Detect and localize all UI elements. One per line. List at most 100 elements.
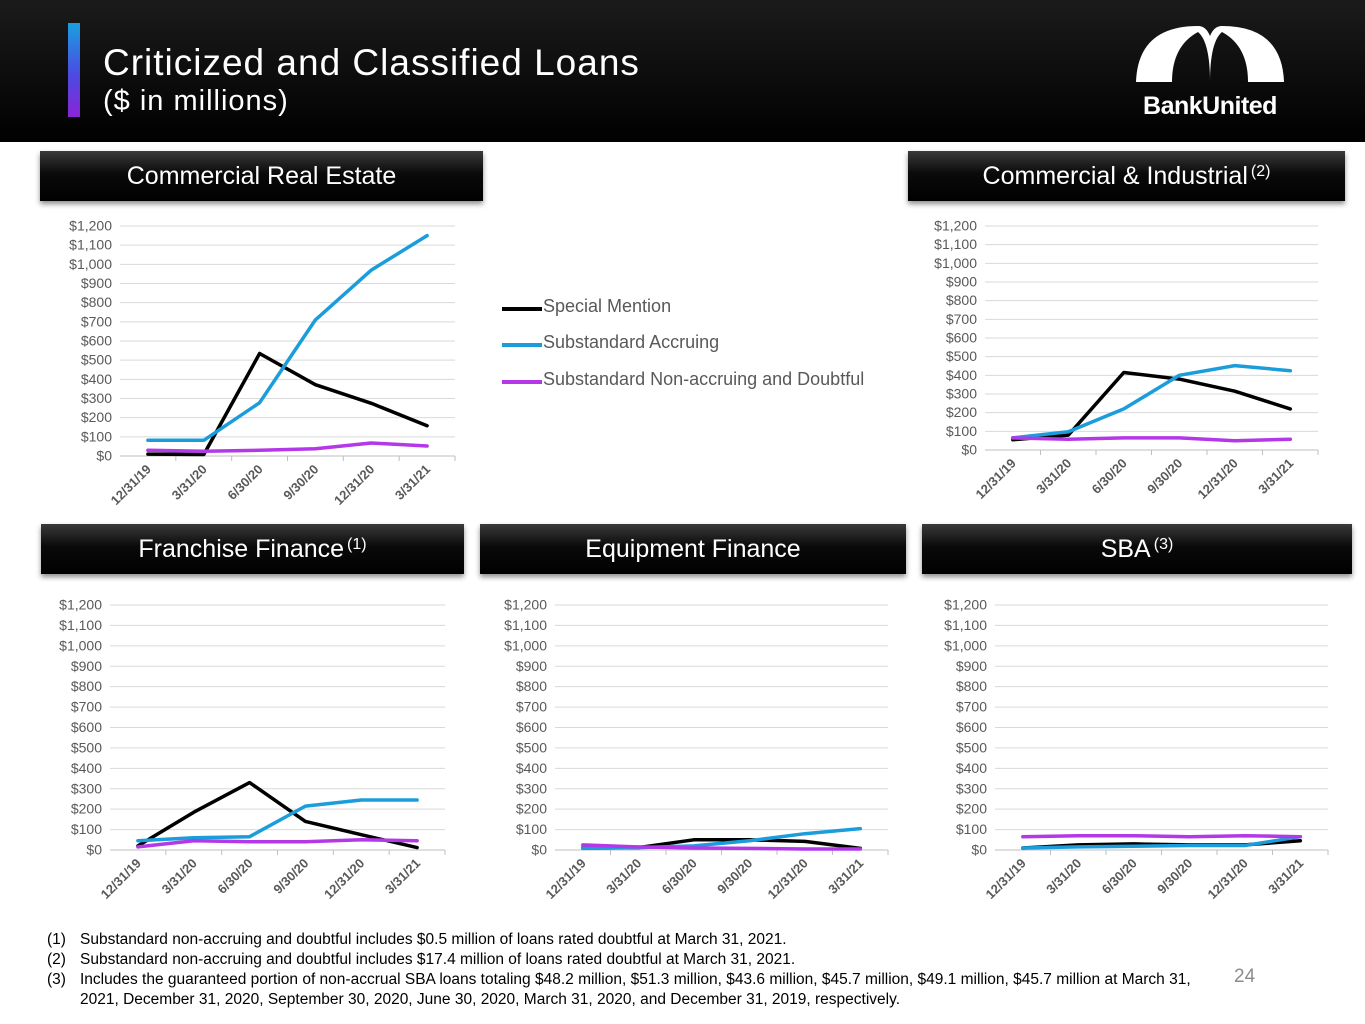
legend-label: Substandard Accruing (543, 332, 720, 352)
footnote-number: (3) (47, 971, 66, 988)
series-line-substandard-non-accruing-and-doubtful (581, 843, 863, 851)
y-tick-label: $800 (946, 292, 977, 308)
y-tick-label: $500 (81, 352, 112, 368)
chart-title-sba: SBA (1100, 534, 1151, 563)
y-tick-label: $200 (956, 801, 987, 817)
y-tick-label: $900 (946, 274, 977, 290)
y-tick-label: $1,200 (59, 597, 102, 613)
y-tick-label: $600 (946, 330, 977, 346)
y-tick-label: $900 (516, 658, 547, 674)
y-tick-label: $0 (86, 842, 102, 858)
y-tick-label: $900 (81, 275, 112, 291)
y-tick-label: $1,100 (69, 237, 112, 253)
x-tick-label: 3/31/21 (825, 856, 866, 897)
y-tick-label: $300 (81, 390, 112, 406)
y-tick-label: $100 (71, 821, 102, 837)
y-tick-label: $200 (81, 409, 112, 425)
x-tick-label: 12/31/20 (1204, 856, 1250, 902)
y-tick-label: $900 (956, 658, 987, 674)
title-accent-bar (68, 23, 80, 117)
x-tick-label: 12/31/19 (108, 462, 154, 508)
y-tick-label: $0 (96, 448, 112, 464)
y-tick-label: $400 (956, 760, 987, 776)
x-tick-label: 3/31/21 (1255, 456, 1296, 497)
y-tick-label: $1,100 (944, 617, 987, 633)
series-line-substandard-accruing (1021, 834, 1303, 850)
chart-equipment-finance: $0 $100 $200 $300 $400 $500 $600 $700 $800 $900 $1… (504, 597, 889, 902)
chart-title-ff: Franchise Finance (138, 534, 345, 563)
x-tick-label: 12/31/19 (98, 856, 144, 902)
legend-label: Substandard Non-accruing and Doubtful (543, 369, 865, 389)
y-tick-label: $1,000 (59, 637, 102, 653)
legend-item-substandard-non-accruing: Substandard Non-accruing and Doubtful (500, 369, 920, 393)
y-tick-label: $600 (71, 719, 102, 735)
y-tick-label: $700 (956, 699, 987, 715)
x-tick-label: 3/31/20 (169, 462, 210, 503)
x-tick-label: 12/31/20 (1194, 456, 1240, 502)
y-tick-label: $300 (946, 386, 977, 402)
footnote: (1) Substandard non-accruing and doubtfu… (47, 930, 1197, 950)
x-tick-label: 3/31/20 (603, 856, 644, 897)
y-tick-label: $500 (956, 739, 987, 755)
logo-text: BankUnited (1143, 92, 1277, 120)
y-tick-label: $500 (71, 739, 102, 755)
y-tick-label: $1,000 (69, 256, 112, 272)
y-tick-label: $400 (516, 760, 547, 776)
x-tick-label: 12/31/20 (331, 462, 377, 508)
y-tick-label: $800 (516, 678, 547, 694)
footnote-number: (2) (47, 951, 66, 968)
y-tick-label: $200 (516, 801, 547, 817)
x-tick-label: 12/31/20 (321, 856, 367, 902)
x-tick-label: 3/31/21 (382, 856, 423, 897)
x-tick-label: 9/30/20 (270, 856, 311, 897)
x-tick-label: 12/31/19 (982, 856, 1028, 902)
series-line-substandard-non-accruing-and-doubtful (136, 838, 419, 849)
tab-commercial-industrial: Commercial & Industrial (2) (908, 151, 1345, 201)
chart-title-ff-sup: (1) (347, 536, 367, 553)
x-tick-label: 6/30/20 (659, 856, 700, 897)
y-tick-label: $1,200 (934, 218, 977, 234)
chart-title-cre: Commercial Real Estate (126, 161, 397, 190)
x-tick-label: 9/30/20 (1144, 456, 1185, 497)
legend-item-substandard-accruing: Substandard Accruing (500, 332, 920, 356)
y-tick-label: $400 (81, 371, 112, 387)
y-tick-label: $1,000 (944, 637, 987, 653)
x-tick-label: 3/31/20 (1033, 456, 1074, 497)
bankunited-logo-icon (1136, 26, 1284, 82)
chart-franchise-finance: $0 $100 $200 $300 $400 $500 $600 $700 $800 $900 $1… (59, 597, 446, 902)
series-line-substandard-accruing (146, 233, 429, 443)
y-tick-label: $0 (971, 842, 987, 858)
tab-commercial-real-estate: Commercial Real Estate (40, 151, 483, 201)
footnote-text: Substandard non-accruing and doubtful in… (80, 951, 796, 968)
footnote: (2) Substandard non-accruing and doubtfu… (47, 950, 1197, 970)
y-tick-label: $100 (946, 423, 977, 439)
x-tick-label: 12/31/19 (542, 856, 588, 902)
y-tick-label: $1,200 (69, 218, 112, 234)
footnotes: (1) Substandard non-accruing and doubtfu… (47, 930, 1197, 1010)
legend-item-special-mention: Special Mention (500, 296, 920, 320)
x-tick-label: 9/30/20 (1154, 856, 1195, 897)
series-line-special-mention (1011, 370, 1293, 442)
series-line-special-mention (146, 351, 429, 457)
x-tick-label: 3/31/21 (1265, 856, 1306, 897)
y-tick-label: $1,200 (944, 597, 987, 613)
y-tick-label: $800 (81, 294, 112, 310)
x-tick-label: 3/31/21 (392, 462, 433, 503)
page-number: 24 (1234, 966, 1256, 987)
page-title: Criticized and Classified Loans (103, 42, 640, 83)
x-tick-label: 6/30/20 (1099, 856, 1140, 897)
y-tick-label: $500 (516, 739, 547, 755)
x-tick-label: 6/30/20 (224, 462, 265, 503)
legend-label: Special Mention (543, 296, 672, 316)
y-tick-label: $100 (81, 428, 112, 444)
x-tick-label: 3/31/20 (1043, 856, 1084, 897)
y-tick-label: $700 (81, 313, 112, 329)
y-tick-label: $500 (946, 348, 977, 364)
y-tick-label: $600 (516, 719, 547, 735)
chart-title-sba-sup: (3) (1153, 536, 1174, 553)
y-tick-label: $600 (956, 719, 987, 735)
y-tick-label: $0 (531, 842, 547, 858)
series-line-substandard-accruing (1011, 363, 1293, 440)
chart-title-ci-sup: (2) (1250, 163, 1271, 180)
y-tick-label: $700 (946, 311, 977, 327)
